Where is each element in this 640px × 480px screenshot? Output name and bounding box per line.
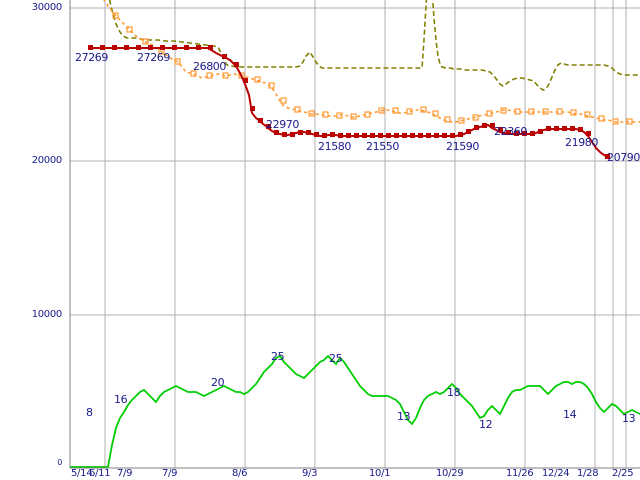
y-tick-30000: 30000 (31, 2, 63, 13)
series-top-olive (108, 0, 640, 91)
x-tick-1: 6/11 (89, 468, 111, 479)
green-label-6: 18 (447, 386, 461, 399)
green-label-5: 13 (397, 410, 411, 423)
y-tick-0: 0 (57, 458, 62, 467)
green-label-3: 25 (271, 350, 285, 363)
green-label-2: 20 (211, 376, 225, 389)
red-label-1: 27269 (137, 51, 170, 64)
green-label-4: 25 (329, 352, 343, 365)
axis-spines (69, 0, 640, 469)
series-price-red (88, 45, 610, 159)
red-label-2: 26800 (193, 60, 226, 73)
red-label-6: 21590 (446, 140, 479, 153)
red-label-4: 21580 (318, 140, 351, 153)
x-tick-10: 2/25 (612, 468, 634, 479)
x-tick-2: 7/9 (162, 468, 178, 479)
x-tick-5: 10/1 (369, 468, 391, 479)
red-label-8: 21980 (565, 136, 598, 149)
green-label-7: 12 (479, 418, 493, 431)
green-label-0: 8 (86, 406, 93, 419)
x-tick-7: 11/26 (506, 468, 534, 479)
green-label-1: 16 (114, 393, 128, 406)
x-tick-4: 9/3 (302, 468, 318, 479)
vertical-gridlines (69, 0, 627, 468)
x-tick-0: 5/14 (71, 468, 93, 479)
red-label-5: 21550 (366, 140, 399, 153)
red-label-3: 22970 (266, 118, 299, 131)
horizontal-gridlines (70, 7, 640, 469)
x-tick-a: 7/9 (117, 468, 133, 479)
x-tick-3: 8/6 (232, 468, 248, 479)
x-tick-9: 1/28 (577, 468, 599, 479)
series-upper-orange (103, 0, 640, 125)
y-tick-20000: 20000 (31, 155, 63, 166)
red-label-0: 27269 (75, 51, 108, 64)
x-tick-6: 10/29 (436, 468, 464, 479)
red-label-7: 22360 (494, 125, 527, 138)
red-label-9: 20790 (607, 151, 640, 164)
x-tick-8: 12/24 (542, 468, 570, 479)
series-volume-green (70, 354, 640, 468)
green-label-9: 13 (622, 412, 636, 425)
green-label-8: 14 (563, 408, 577, 421)
y-tick-10000: 10000 (31, 309, 63, 320)
